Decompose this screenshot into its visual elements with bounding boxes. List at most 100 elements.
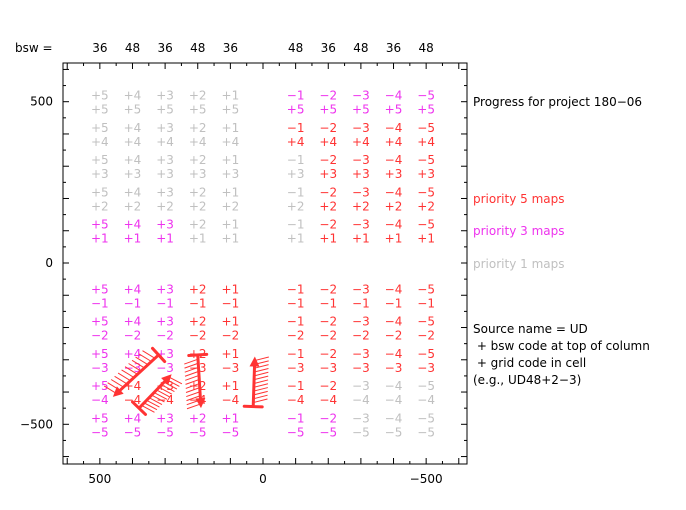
cell-row-code: +1 xyxy=(156,232,174,246)
grid-cell: +1−1 xyxy=(222,282,240,310)
cell-row-code: −5 xyxy=(319,425,337,439)
cell-column-code: +4 xyxy=(124,411,142,425)
cell-row-code: −5 xyxy=(417,425,435,439)
cell-row-code: +1 xyxy=(91,232,109,246)
hatch-line xyxy=(184,366,199,373)
cell-column-code: +4 xyxy=(124,315,142,329)
cell-column-code: +3 xyxy=(156,315,174,329)
hatch-line xyxy=(254,356,269,362)
cell-column-code: +2 xyxy=(189,218,207,232)
scan-arrow xyxy=(184,352,209,410)
cell-row-code: −3 xyxy=(417,361,435,375)
hatch-line xyxy=(253,387,268,392)
hatch-line xyxy=(143,402,158,411)
hatch-line xyxy=(254,364,269,369)
axis-ticks xyxy=(63,63,467,464)
cell-column-code: +4 xyxy=(124,121,142,135)
grid-cell: −2−5 xyxy=(319,411,337,439)
hatch-line xyxy=(158,386,173,395)
cell-row-code: +1 xyxy=(222,232,240,246)
cell-row-code: −4 xyxy=(352,393,370,407)
grid-cell: +2+4 xyxy=(189,121,207,149)
cell-column-code: +2 xyxy=(189,315,207,329)
hatch-line xyxy=(110,379,124,388)
hatch-line xyxy=(184,362,199,369)
grid-cell: +5+3 xyxy=(91,153,109,181)
grid-cell: +2+3 xyxy=(189,153,207,181)
grid-cell: +1−4 xyxy=(222,379,240,407)
grid-cell: +5+5 xyxy=(91,89,109,117)
legend-priority-1: priority 1 maps xyxy=(473,257,564,271)
cell-column-code: −5 xyxy=(417,282,435,296)
grid-cell: −4−3 xyxy=(385,347,403,375)
cell-column-code: +5 xyxy=(91,185,109,199)
cell-row-code: −1 xyxy=(124,296,142,310)
grid-cell: −3+4 xyxy=(352,121,370,149)
cell-column-code: −3 xyxy=(352,379,370,393)
cell-row-code: −1 xyxy=(417,296,435,310)
hatch-line xyxy=(253,394,268,400)
cell-row-code: −3 xyxy=(222,361,240,375)
cell-column-code: +2 xyxy=(189,282,207,296)
cell-row-code: −2 xyxy=(417,329,435,343)
grid-cell: −5−5 xyxy=(417,411,435,439)
grid-cell: +2−1 xyxy=(189,282,207,310)
cell-row-code: +5 xyxy=(91,103,109,117)
cell-column-code: −4 xyxy=(385,347,403,361)
grid-cell: +5+2 xyxy=(91,185,109,213)
grid-cell: +4−5 xyxy=(124,411,142,439)
hatch-line xyxy=(161,384,175,393)
cell-column-code: +5 xyxy=(91,282,109,296)
legend-title: Progress for project 180−06 xyxy=(473,95,642,109)
cell-column-code: −2 xyxy=(319,153,337,167)
grid-cell: −4−4 xyxy=(385,379,403,407)
cell-column-code: −2 xyxy=(319,379,337,393)
grid-cell: +3+5 xyxy=(156,89,174,117)
grid-cell: −3+2 xyxy=(352,185,370,213)
cell-row-code: +3 xyxy=(91,167,109,181)
cell-row-code: −3 xyxy=(156,361,174,375)
cell-row-code: +5 xyxy=(124,103,142,117)
grid-cell: +5−5 xyxy=(91,411,109,439)
cell-row-code: +4 xyxy=(287,135,305,149)
cell-row-code: +4 xyxy=(91,135,109,149)
cell-row-code: +3 xyxy=(352,167,370,181)
cell-column-code: +1 xyxy=(222,282,240,296)
cell-row-code: +2 xyxy=(91,199,109,213)
cell-column-code: +3 xyxy=(156,185,174,199)
cell-column-code: +4 xyxy=(124,347,142,361)
grid-cell: +5+1 xyxy=(91,218,109,246)
grid-cell: −1+1 xyxy=(287,218,305,246)
grid-cell: −5−1 xyxy=(417,282,435,310)
grid-cell: +3+3 xyxy=(156,153,174,181)
grid-cell: +2−2 xyxy=(189,315,207,343)
cell-column-code: −2 xyxy=(319,411,337,425)
cell-row-code: −5 xyxy=(91,425,109,439)
cell-column-code: +4 xyxy=(124,185,142,199)
cell-column-code: −5 xyxy=(417,185,435,199)
grid-cell: +4+1 xyxy=(124,218,142,246)
hatch-line xyxy=(128,363,142,372)
cell-column-code: −5 xyxy=(417,411,435,425)
cell-column-code: −5 xyxy=(417,379,435,393)
cell-column-code: −4 xyxy=(385,315,403,329)
hatch-line xyxy=(186,403,201,410)
cell-column-code: +1 xyxy=(222,121,240,135)
grid-cell: −3+3 xyxy=(352,153,370,181)
cell-column-code: −1 xyxy=(287,411,305,425)
arrow-head xyxy=(195,397,206,409)
cell-column-code: −2 xyxy=(319,89,337,103)
cell-row-code: −3 xyxy=(385,361,403,375)
cell-row-code: +5 xyxy=(417,103,435,117)
cell-row-code: +3 xyxy=(222,167,240,181)
grid-cell: +2+1 xyxy=(189,218,207,246)
hatch-line xyxy=(163,381,178,390)
cell-column-code: −2 xyxy=(319,218,337,232)
cell-row-code: −3 xyxy=(91,361,109,375)
cell-column-code: −5 xyxy=(417,315,435,329)
cell-row-code: +4 xyxy=(189,135,207,149)
cell-row-code: +5 xyxy=(352,103,370,117)
cell-row-code: +2 xyxy=(124,199,142,213)
cell-row-code: +1 xyxy=(189,232,207,246)
grid-cell: −1+4 xyxy=(287,121,305,149)
